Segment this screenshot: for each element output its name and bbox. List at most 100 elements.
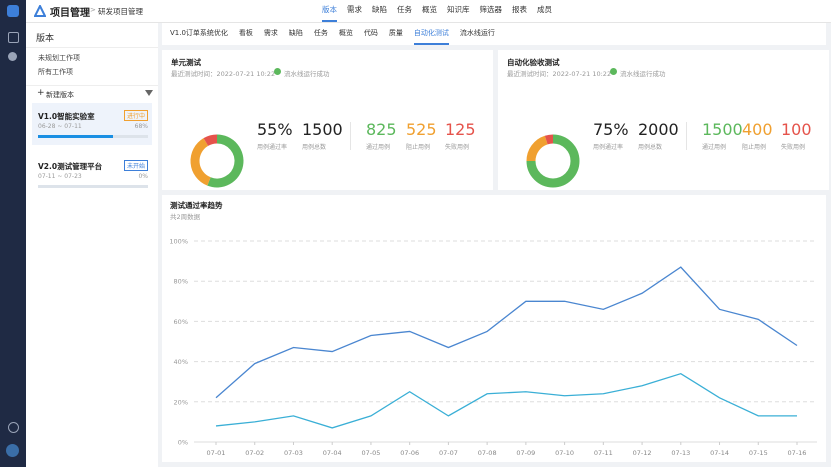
y-tick-label: 20% [174,398,188,406]
series-line [215,372,797,429]
x-tick-label: 07-02 [245,449,264,457]
donut [190,134,244,188]
stat-value: 75% [593,120,629,139]
x-tick-label: 07-12 [633,449,652,457]
y-tick-label: 100% [169,238,188,246]
settings-icon[interactable] [8,422,19,433]
check-icon [274,68,281,75]
avatar[interactable] [6,444,19,457]
version-progress: 0% [138,173,148,180]
x-tick-label: 07-09 [516,449,535,457]
donut-segment [544,134,554,145]
new-version[interactable]: 新建版本 [46,91,74,99]
nav-item[interactable]: 版本 [322,0,337,22]
stat-divider [686,122,687,150]
stat-label: 失败用例 [781,144,806,151]
stat-value: 525 [406,120,437,139]
stat-label: 阻止用例 [742,144,767,151]
divider [26,85,158,86]
stat-label: 阻止用例 [406,144,431,151]
y-tick-label: 60% [174,318,188,326]
y-tick-label: 0% [178,439,188,447]
donut-segment [190,138,211,186]
version-status: 进行中 [123,110,148,121]
version-progress: 68% [134,123,148,130]
x-tick-label: 07-03 [284,449,303,457]
x-tick-label: 07-01 [207,449,226,457]
stat-divider [350,122,351,150]
tab[interactable]: 任务 [313,29,328,37]
version-card[interactable]: V2.0测试管理平台 未开始 07-11 ~ 07-23 0% [32,153,152,195]
test-card: 单元测试最近测试时间：2022-07-21 10:22 流水线运行成功 55% 用例通… [162,50,493,190]
pipeline-status: 流水线运行成功 [284,70,330,78]
tab-bar: V1.0订单系统优化 看板 需求 缺陷 任务 概览 代码 质量 自动化测试 流水线运行 [162,23,826,45]
donut-segment [203,134,218,147]
apps-icon[interactable] [8,32,19,43]
stat-label: 失败用例 [445,144,470,151]
y-tick-label: 40% [174,358,188,366]
top-bar [0,0,831,23]
filter-icon[interactable] [145,90,153,96]
tab[interactable]: 质量 [388,29,403,37]
nav-item[interactable]: 任务 [397,5,412,14]
tab[interactable]: 需求 [263,29,278,37]
tab[interactable]: 缺陷 [288,29,303,37]
chart-card: 测试通过率趋势 共2周数据 0% 20% 40% 60% 80% 100% 07-01 07-02… [162,195,826,462]
x-tick-label: 07-10 [555,449,574,457]
nav-item[interactable]: 报表 [512,5,527,14]
stat-label: 用例总数 [638,144,663,151]
version-name: V1.0智能实验室 [38,112,95,121]
tab[interactable]: 自动化测试 [413,23,449,45]
side-nav [0,0,26,467]
nav-item[interactable]: 缺陷 [372,5,387,14]
stat-value: 1500 [702,120,743,139]
chart-subtitle: 共2周数据 [170,212,201,221]
stat-value: 825 [366,120,397,139]
x-tick-label: 07-07 [439,449,458,457]
donut [526,134,580,188]
nav-item[interactable]: 知识库 [447,5,470,14]
nav-item[interactable]: 成员 [537,5,552,14]
product-icon [34,5,46,17]
test-time: 最近测试时间：2022-07-21 10:22 [171,70,276,78]
series-line [215,266,798,399]
main: V1.0订单系统优化 看板 需求 缺陷 任务 概览 代码 质量 自动化测试 流水线运行单元测试最近… [162,23,831,467]
stat-label: 用例通过率 [593,144,624,151]
x-tick-label: 07-06 [400,449,419,457]
stat-value: 1500 [302,120,343,139]
tab[interactable]: 代码 [363,29,378,37]
add-icon[interactable] [8,52,17,61]
version-panel: 版本 未规划工作项 所有工作项 + 新建版本 V1.0智能实验室 进行中 06-28 ~ 07… [26,23,158,467]
card-title: 单元测试 [171,58,201,67]
stat-value: 400 [742,120,773,139]
nav-item[interactable]: 概览 [422,5,437,14]
x-tick-label: 07-16 [788,449,807,457]
tab[interactable]: 看板 [238,29,253,37]
x-tick-label: 07-14 [710,449,729,457]
version-card[interactable]: V1.0智能实验室 进行中 06-28 ~ 07-11 68% [32,103,152,145]
donut-segment [526,134,580,188]
tab[interactable]: 流水线运行 [459,29,495,37]
project-select[interactable]: 研发项目管理 [98,7,143,16]
logo-text: 项目管理 [50,8,90,19]
test-card: 自动化验收测试 最近测试时间：2022-07-21 10:22 流水线运行成功 75%… [498,50,829,190]
nav-item[interactable]: 筛选器 [479,5,503,14]
panel-title: 版本 [36,34,55,44]
stat-label: 通过用例 [366,144,391,151]
stat-value: 55% [257,120,293,139]
tab[interactable]: 概览 [338,29,353,37]
nav-item[interactable]: 需求 [347,5,362,14]
donut-segment [526,135,548,162]
stat-label: 用例通过率 [257,144,288,151]
app-logo[interactable] [7,5,19,17]
link[interactable]: 未规划工作项 [38,54,80,62]
stat-value: 100 [781,120,812,139]
x-tick-label: 07-08 [478,449,497,457]
x-tick-label: 07-15 [749,449,768,457]
check-icon [610,68,617,75]
link[interactable]: 所有工作项 [38,68,73,76]
breadcrumb-sep: > [90,6,96,14]
tab[interactable]: V1.0订单系统优化 [170,29,228,37]
